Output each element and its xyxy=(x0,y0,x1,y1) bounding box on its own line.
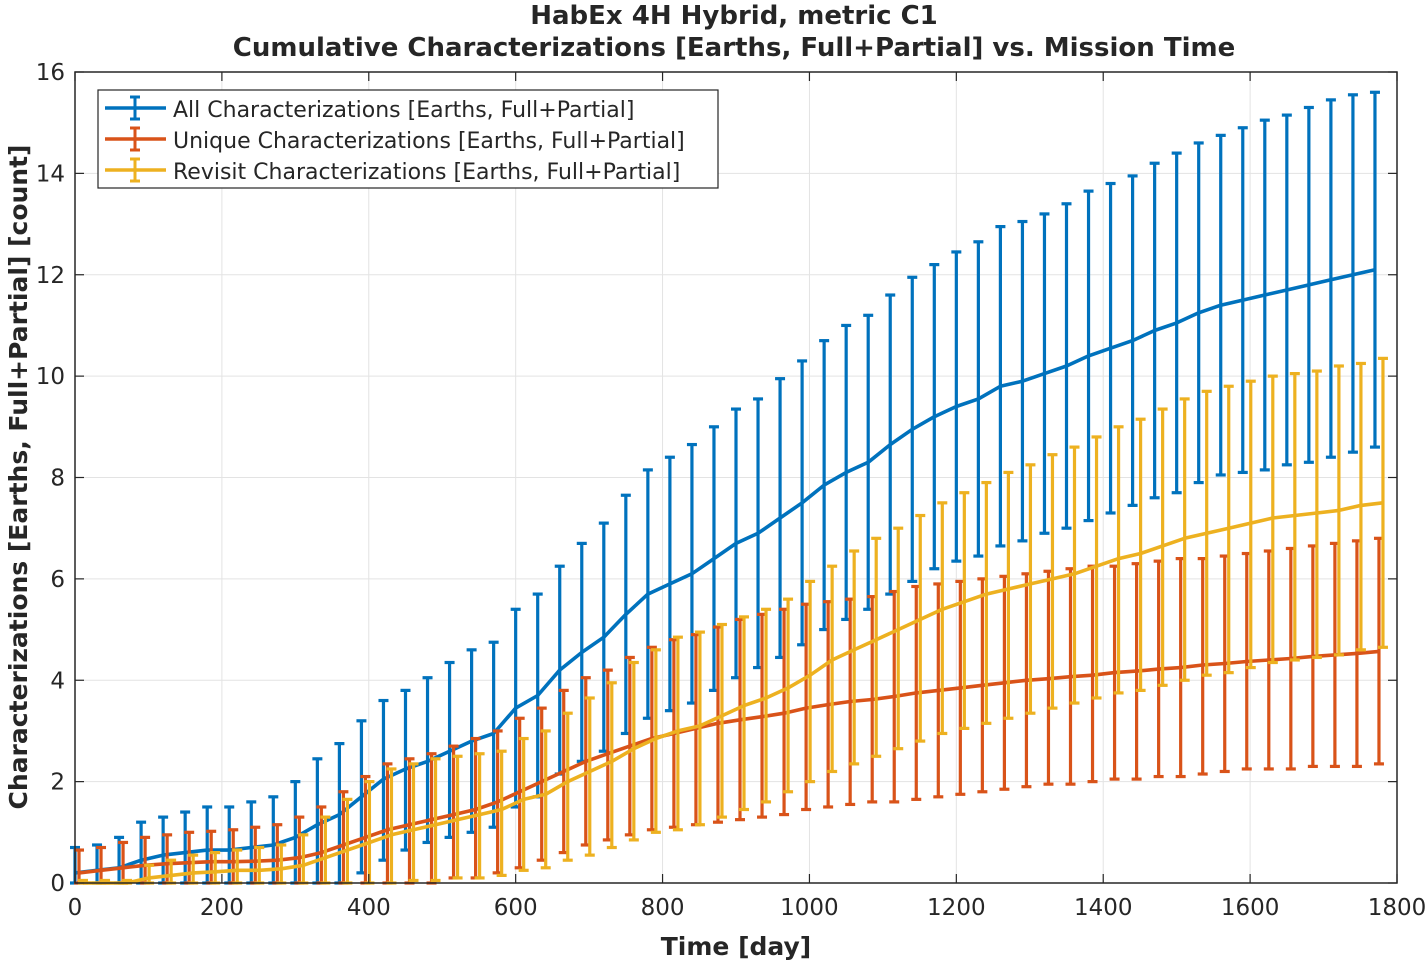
x-tick-label: 1200 xyxy=(927,895,986,921)
x-tick-label: 1600 xyxy=(1221,895,1280,921)
ticks: 0 200 400 600 800 1000 1200 1400 1600 1800 0 2 4 6 8 10… xyxy=(36,60,1427,921)
y-tick-label: 14 xyxy=(36,161,65,187)
chart-title: HabEx 4H Hybrid, metric C1 xyxy=(530,1,938,31)
x-tick-label: 0 xyxy=(68,895,83,921)
y-tick-label: 0 xyxy=(50,871,65,897)
x-tick-label: 600 xyxy=(494,895,538,921)
series-line-all xyxy=(74,267,1376,875)
series-line-revisit xyxy=(83,501,1384,885)
y-tick-label: 12 xyxy=(36,263,65,289)
legend-label-all: All Characterizations [Earths, Full+Part… xyxy=(173,98,634,123)
x-tick-label: 1400 xyxy=(1074,895,1133,921)
x-tick-label: 1000 xyxy=(780,895,839,921)
x-tick-label: 800 xyxy=(641,895,685,921)
x-tick-label: 1800 xyxy=(1368,895,1427,921)
legend-label-unique: Unique Characterizations [Earths, Full+P… xyxy=(173,129,685,154)
y-tick-label: 2 xyxy=(50,770,65,796)
y-axis-label: Characterizations [Earths, Full+Partial]… xyxy=(4,145,33,810)
legend-label-revisit: Revisit Characterizations [Earths, Full+… xyxy=(173,160,680,185)
series-all xyxy=(70,90,1380,885)
x-axis-label: Time [day] xyxy=(661,932,811,961)
series-group xyxy=(70,90,1388,885)
x-tick-label: 400 xyxy=(347,895,391,921)
y-tick-label: 4 xyxy=(50,668,65,694)
legend-box xyxy=(97,89,719,189)
chart-subtitle: Cumulative Characterizations [Earths, Fu… xyxy=(233,33,1235,63)
y-tick-label: 8 xyxy=(50,466,65,492)
y-tick-label: 16 xyxy=(36,60,65,86)
y-tick-label: 10 xyxy=(36,364,65,390)
legend: All Characterizations [Earths, Full+Part… xyxy=(97,89,719,189)
y-tick-label: 6 xyxy=(50,567,65,593)
x-tick-label: 200 xyxy=(200,895,244,921)
